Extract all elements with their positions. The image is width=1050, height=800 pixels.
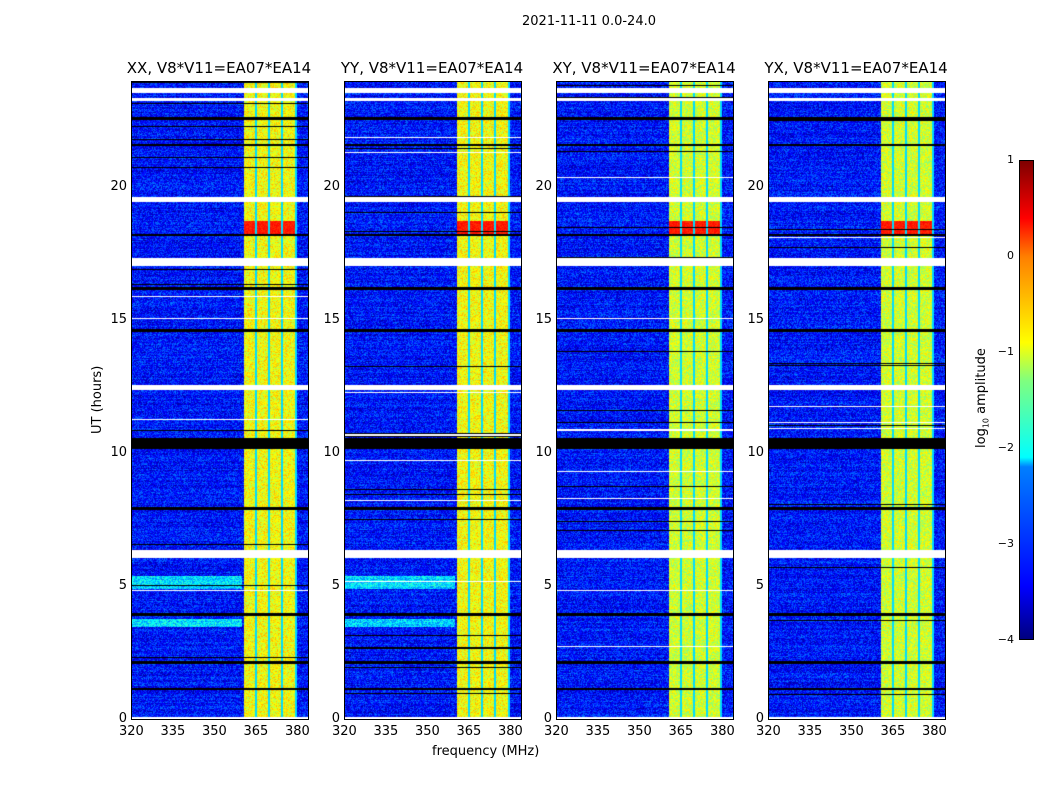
y-tick-label: 0 [118,711,127,726]
heatmap-image [557,82,733,719]
chart-title: 2021-11-11 0.0-24.0 [522,14,656,29]
y-tick-label: 5 [118,578,127,594]
colorbar-label: log10 amplitude [974,348,991,448]
x-tick-label: 320 [544,724,569,739]
heatmap-image [132,82,308,719]
y-tick-label: 15 [535,312,552,328]
x-tick-label: 365 [456,724,482,739]
y-tick-label: 5 [755,578,764,594]
x-tick-label: 320 [756,724,781,739]
y-tick-label: 20 [535,179,552,195]
x-tick-label: 350 [414,724,440,739]
spectrogram-panel [131,81,309,720]
x-axis-label: frequency (MHz) [432,744,540,759]
heatmap-image [345,82,521,719]
y-tick-label: 10 [535,445,552,461]
y-tick-label: 15 [110,312,127,328]
colorbar-tick-label: 0 [1007,249,1014,262]
x-tick-label: 350 [838,724,864,739]
y-tick-label: 0 [755,711,764,726]
y-tick-label: 5 [543,578,552,594]
spectrogram-panel [768,81,946,720]
colorbar-tick-label: −2 [997,441,1014,454]
y-tick-label: 20 [323,179,340,195]
x-tick-label: 335 [160,724,186,739]
colorbar-tick-label: −1 [997,345,1014,358]
x-tick-label: 350 [201,724,227,739]
x-tick-label: 380 [709,724,735,739]
y-tick-label: 5 [331,578,340,594]
spectrogram-panel [556,81,734,720]
x-tick-label: 380 [284,724,310,739]
y-tick-label: 0 [331,711,340,726]
heatmap-image [769,82,945,719]
x-tick-label: 335 [373,724,399,739]
x-tick-label: 320 [119,724,144,739]
y-tick-label: 10 [747,445,764,461]
colorbar [1019,160,1034,640]
y-tick-label: 10 [323,445,340,461]
y-tick-label: 15 [747,312,764,328]
y-tick-label: 20 [110,179,127,195]
x-tick-label: 365 [880,724,906,739]
colorbar-tick-label: 1 [1007,153,1014,166]
colorbar-tick-label: −4 [997,633,1014,646]
x-tick-label: 320 [332,724,357,739]
x-tick-label: 380 [921,724,947,739]
panel-title: XX, V8*V11=EA07*EA14 [126,59,312,77]
y-axis-label: UT (hours) [90,365,105,434]
x-tick-label: 365 [243,724,269,739]
x-tick-label: 350 [626,724,652,739]
panel-title: YY, V8*V11=EA07*EA14 [340,59,524,77]
panel-title: XY, V8*V11=EA07*EA14 [552,59,736,77]
y-tick-label: 20 [747,179,764,195]
y-tick-label: 10 [110,445,127,461]
panel-title: YX, V8*V11=EA07*EA14 [764,59,948,77]
x-tick-label: 335 [585,724,611,739]
y-tick-label: 15 [323,312,340,328]
spectrogram-panel [344,81,522,720]
x-tick-label: 335 [797,724,823,739]
x-tick-label: 365 [668,724,694,739]
colorbar-tick-label: −3 [997,537,1014,550]
x-tick-label: 380 [497,724,523,739]
y-tick-label: 0 [543,711,552,726]
